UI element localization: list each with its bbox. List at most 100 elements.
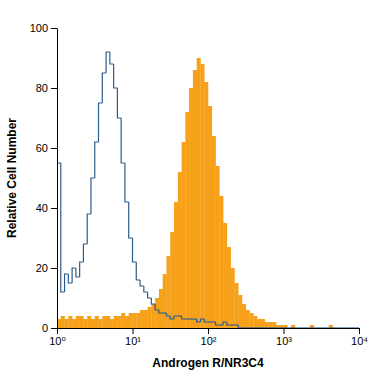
bar xyxy=(284,325,288,328)
y-tick-mark xyxy=(51,88,57,89)
bar xyxy=(351,328,355,329)
y-tick: 20 xyxy=(36,262,57,274)
step-segment xyxy=(333,327,337,328)
bar xyxy=(276,325,280,328)
step-segment xyxy=(91,178,95,214)
bar xyxy=(265,322,269,328)
bar xyxy=(121,313,125,328)
step-segment xyxy=(117,88,121,118)
x-tick-mark xyxy=(133,328,134,334)
step-segment xyxy=(227,322,231,325)
bar xyxy=(170,232,174,328)
x-tick: 10⁴ xyxy=(351,328,368,347)
x-tick: 10² xyxy=(201,328,217,347)
y-axis-title: Relative Cell Number xyxy=(5,118,19,238)
y-tick: 60 xyxy=(36,142,57,154)
bar xyxy=(72,319,76,328)
step-segment xyxy=(159,310,163,313)
step-segment xyxy=(287,327,291,328)
step-segment xyxy=(166,313,170,316)
bar xyxy=(68,316,72,328)
step-segment xyxy=(257,327,261,328)
x-tick-label: 10⁰ xyxy=(49,335,66,347)
step-segment xyxy=(272,327,276,328)
y-tick-label: 20 xyxy=(36,262,48,274)
y-tick: 80 xyxy=(36,82,57,94)
step-segment xyxy=(99,103,103,142)
step-segment xyxy=(144,286,148,292)
bar xyxy=(95,316,99,328)
bar xyxy=(348,328,352,329)
step-segment xyxy=(125,163,129,202)
bar xyxy=(185,112,189,328)
y-tick: 100 xyxy=(30,22,57,34)
bar xyxy=(238,295,242,328)
step-segment xyxy=(314,327,318,328)
bar xyxy=(197,58,201,328)
series xyxy=(57,52,359,328)
bar xyxy=(310,325,314,328)
bar xyxy=(336,328,340,329)
bar xyxy=(340,328,344,329)
y-tick-label: 80 xyxy=(36,82,48,94)
y-axis: 0 20 40 60 80 100 xyxy=(30,22,58,334)
x-tick-label: 10³ xyxy=(276,335,292,347)
step-segment xyxy=(325,327,329,328)
step-segment xyxy=(351,327,355,328)
step-segment xyxy=(155,304,159,310)
bar xyxy=(299,328,303,329)
bar xyxy=(91,319,95,328)
bar xyxy=(65,319,69,328)
bar xyxy=(325,328,329,329)
step-segment xyxy=(268,327,272,328)
step-segment xyxy=(321,327,325,328)
bar xyxy=(291,325,295,328)
step-segment xyxy=(185,318,189,319)
step-segment xyxy=(284,327,288,328)
bar xyxy=(80,316,84,328)
x-tick: 10¹ xyxy=(125,328,141,347)
bar xyxy=(272,322,276,328)
bar xyxy=(102,316,106,328)
y-tick-mark xyxy=(51,268,57,269)
y-tick: 40 xyxy=(36,202,57,214)
x-axis: 10⁰ 10¹ 10² 10³ 10⁴ xyxy=(49,328,368,347)
step-segment xyxy=(189,318,193,319)
bar xyxy=(261,319,265,328)
step-segment xyxy=(174,316,178,319)
y-tick-label: 0 xyxy=(42,322,48,334)
step-segment xyxy=(310,327,314,328)
x-tick-mark xyxy=(359,328,360,334)
bar xyxy=(231,268,235,328)
step-segment xyxy=(133,238,137,262)
bar xyxy=(117,316,121,328)
step-segment xyxy=(355,327,359,328)
bar xyxy=(61,316,65,328)
step-segment xyxy=(329,327,333,328)
step-segment xyxy=(344,327,348,328)
bar xyxy=(99,319,103,328)
bar xyxy=(306,328,310,329)
bar xyxy=(148,307,152,328)
step-segment xyxy=(136,262,140,280)
step-segment xyxy=(253,327,257,328)
step-segment xyxy=(265,327,269,328)
step-segment xyxy=(102,73,106,103)
step-segment xyxy=(280,327,284,328)
bar xyxy=(114,316,118,328)
step-segment xyxy=(182,316,186,319)
bar xyxy=(144,310,148,328)
bar xyxy=(212,136,216,328)
step-segment xyxy=(231,324,235,325)
bar xyxy=(257,319,261,328)
bar xyxy=(355,328,359,329)
bar xyxy=(125,316,129,328)
bar xyxy=(76,316,80,328)
x-tick-mark xyxy=(284,328,285,334)
bar xyxy=(189,88,193,328)
bar xyxy=(193,70,197,328)
step-segment xyxy=(317,327,321,328)
x-tick-label: 10² xyxy=(201,335,217,347)
bar xyxy=(182,142,186,328)
marks xyxy=(57,52,359,328)
